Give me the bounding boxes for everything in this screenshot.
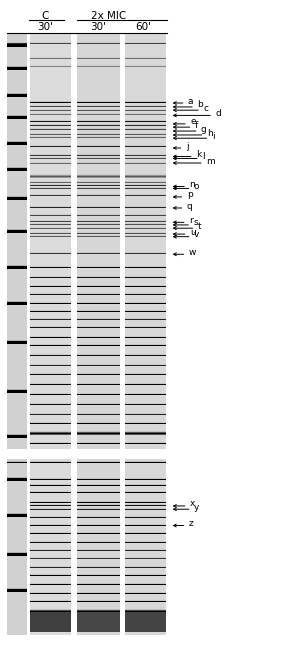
Text: a: a [188,96,193,106]
Text: m: m [206,156,215,166]
Text: r: r [189,216,193,225]
Text: g: g [201,125,207,134]
Text: y: y [194,503,200,512]
Text: h: h [207,128,213,138]
Text: l: l [202,152,205,161]
Text: u: u [190,228,196,237]
Text: i: i [212,132,214,141]
Text: c: c [203,104,208,113]
Text: 30': 30' [37,22,53,33]
Text: 2x MIC: 2x MIC [91,10,126,21]
Text: f: f [195,121,198,130]
Text: 30': 30' [90,22,107,33]
Text: p: p [187,190,193,200]
Text: x: x [190,499,195,509]
Text: 60': 60' [135,22,152,33]
Text: n: n [189,180,195,189]
Text: k: k [196,150,201,159]
Text: q: q [187,201,193,211]
Text: b: b [197,100,203,110]
Text: d: d [215,109,221,118]
Text: z: z [189,519,193,528]
Text: t: t [198,222,201,231]
Text: e: e [190,117,196,126]
Text: j: j [186,141,189,151]
Text: o: o [194,182,199,191]
Text: w: w [189,248,196,257]
Text: v: v [194,230,200,239]
Text: C: C [41,10,49,21]
Text: s: s [193,218,198,228]
